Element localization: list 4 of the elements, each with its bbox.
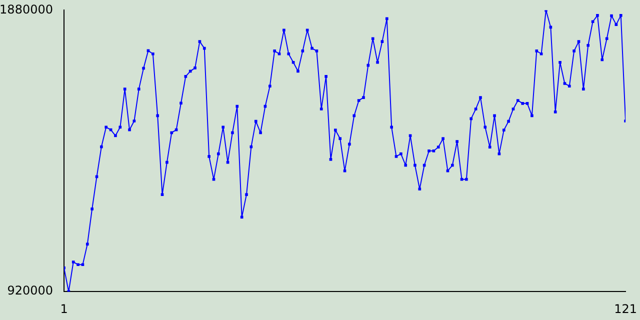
x-tick-label: 121 [614, 302, 637, 316]
x-tick-label: 1 [60, 302, 68, 316]
y-tick-label: 920000 [7, 284, 53, 298]
y-tick-label: 1880000 [0, 2, 53, 16]
